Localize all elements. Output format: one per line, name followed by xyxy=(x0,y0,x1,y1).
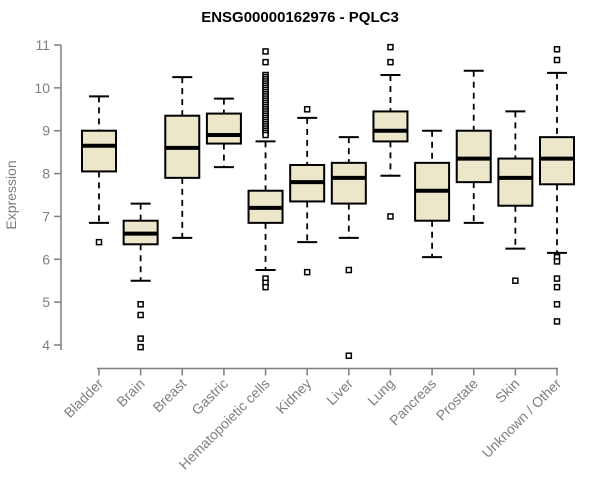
outlier-point xyxy=(512,277,519,284)
y-axis-tick-label: 11 xyxy=(35,37,50,53)
box-group-bladder xyxy=(81,95,117,246)
outlier-point xyxy=(387,213,394,220)
y-axis-tick-label: 6 xyxy=(42,251,50,267)
box-group-pancreas xyxy=(414,129,451,259)
outlier-point xyxy=(387,43,394,51)
iqr-box xyxy=(497,157,534,207)
x-axis-category-label-liver: Liver xyxy=(323,375,356,408)
outlier-point xyxy=(137,301,144,308)
x-axis-category-label-skin: Skin xyxy=(492,375,523,406)
y-axis-tick-label: 4 xyxy=(42,337,50,353)
outlier-point xyxy=(262,283,269,291)
box-group-breast xyxy=(164,76,201,239)
box-group-brain xyxy=(122,202,159,351)
outlier-point xyxy=(262,58,269,66)
outlier-point xyxy=(553,283,561,291)
y-axis-tick-label: 5 xyxy=(42,294,50,310)
outlier-point xyxy=(137,311,144,319)
outlier-point xyxy=(553,56,561,64)
chart-title: ENSG00000162976 - PQLC3 xyxy=(201,9,399,26)
x-axis-category-label-breast: Breast xyxy=(149,375,189,415)
iqr-box xyxy=(330,161,367,205)
y-axis-tick-label: 10 xyxy=(34,80,50,96)
outlier-point xyxy=(553,301,561,308)
iqr-box xyxy=(81,129,117,173)
iqr-box xyxy=(372,110,409,143)
outlier-point xyxy=(387,58,394,66)
iqr-box xyxy=(538,136,575,186)
box-group-kidney xyxy=(289,106,326,276)
outlier-point xyxy=(95,238,103,246)
x-axis-category-label-prostate: Prostate xyxy=(433,375,481,423)
box-group-prostate xyxy=(455,69,492,224)
outlier-point xyxy=(553,46,561,53)
y-axis-tick-label: 7 xyxy=(42,208,50,224)
box-group-unknown-other xyxy=(538,46,575,325)
x-axis-category-label-lung: Lung xyxy=(364,375,397,408)
outlier-point xyxy=(553,258,561,265)
outlier-point xyxy=(345,352,353,359)
x-axis-category-label-kidney: Kidney xyxy=(273,375,315,417)
outlier-point xyxy=(553,275,561,282)
outlier-point xyxy=(553,318,561,325)
box-group-skin xyxy=(497,110,534,284)
y-axis-tick-label: 9 xyxy=(42,123,50,139)
outlier-point xyxy=(262,131,269,139)
iqr-box xyxy=(455,129,492,184)
box-series xyxy=(81,43,575,359)
outlier-point xyxy=(303,106,311,113)
box-group-liver xyxy=(330,136,367,359)
outlier-point xyxy=(345,266,353,274)
x-axis-category-label-unknown-other: Unknown / Other xyxy=(479,375,565,461)
y-axis-label: Expression xyxy=(3,160,19,229)
outlier-point xyxy=(262,48,269,55)
box-group-gastric xyxy=(205,97,242,169)
outlier-point xyxy=(137,343,144,351)
outlier-point xyxy=(137,335,144,342)
box-group-lung xyxy=(372,43,409,220)
x-axis-category-label-bladder: Bladder xyxy=(61,375,107,421)
outlier-point xyxy=(303,268,311,276)
y-axis-tick-label: 8 xyxy=(42,166,50,182)
iqr-box xyxy=(205,112,242,145)
box-group-hematopoietic-cells xyxy=(247,48,284,291)
x-axis-category-label-brain: Brain xyxy=(113,375,147,409)
